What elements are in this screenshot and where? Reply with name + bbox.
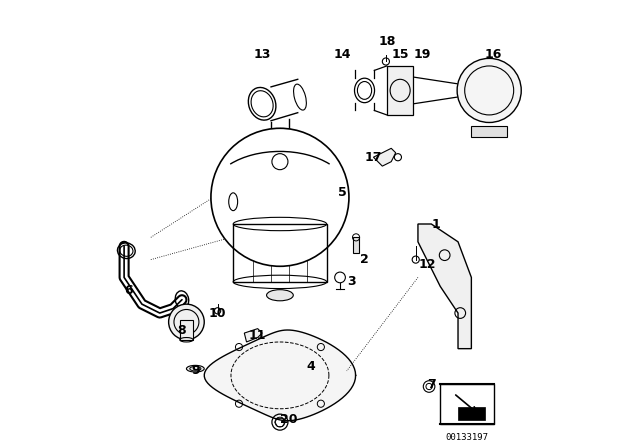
Circle shape: [457, 58, 521, 122]
Text: 16: 16: [485, 48, 502, 61]
Bar: [472, 126, 507, 137]
Text: 1: 1: [431, 217, 440, 231]
Circle shape: [168, 304, 204, 340]
Ellipse shape: [267, 290, 293, 301]
Ellipse shape: [186, 366, 204, 372]
Text: 8: 8: [178, 324, 186, 337]
Bar: [180, 320, 193, 340]
Polygon shape: [418, 224, 472, 349]
Text: 11: 11: [249, 329, 266, 342]
Text: 7: 7: [427, 378, 436, 391]
Text: 00133197: 00133197: [445, 433, 488, 442]
Bar: [440, 384, 493, 424]
Text: 18: 18: [378, 35, 396, 48]
Bar: [458, 406, 484, 420]
Text: 9: 9: [191, 364, 200, 377]
Text: 17: 17: [365, 151, 382, 164]
Bar: [387, 66, 413, 115]
Circle shape: [211, 128, 349, 266]
Text: 3: 3: [347, 276, 355, 289]
Polygon shape: [244, 329, 262, 342]
Text: 19: 19: [413, 48, 431, 61]
Text: 14: 14: [333, 48, 351, 61]
Text: 4: 4: [307, 360, 316, 373]
Text: 6: 6: [124, 284, 133, 297]
Text: 15: 15: [392, 48, 409, 61]
Bar: [353, 237, 359, 253]
Bar: [233, 224, 326, 282]
Text: 2: 2: [360, 253, 369, 266]
Polygon shape: [373, 148, 396, 166]
Text: 10: 10: [209, 306, 227, 319]
Text: 20: 20: [280, 414, 298, 426]
Polygon shape: [204, 330, 356, 421]
Text: 5: 5: [338, 186, 347, 199]
Text: 13: 13: [253, 48, 271, 61]
Text: 12: 12: [418, 258, 436, 271]
